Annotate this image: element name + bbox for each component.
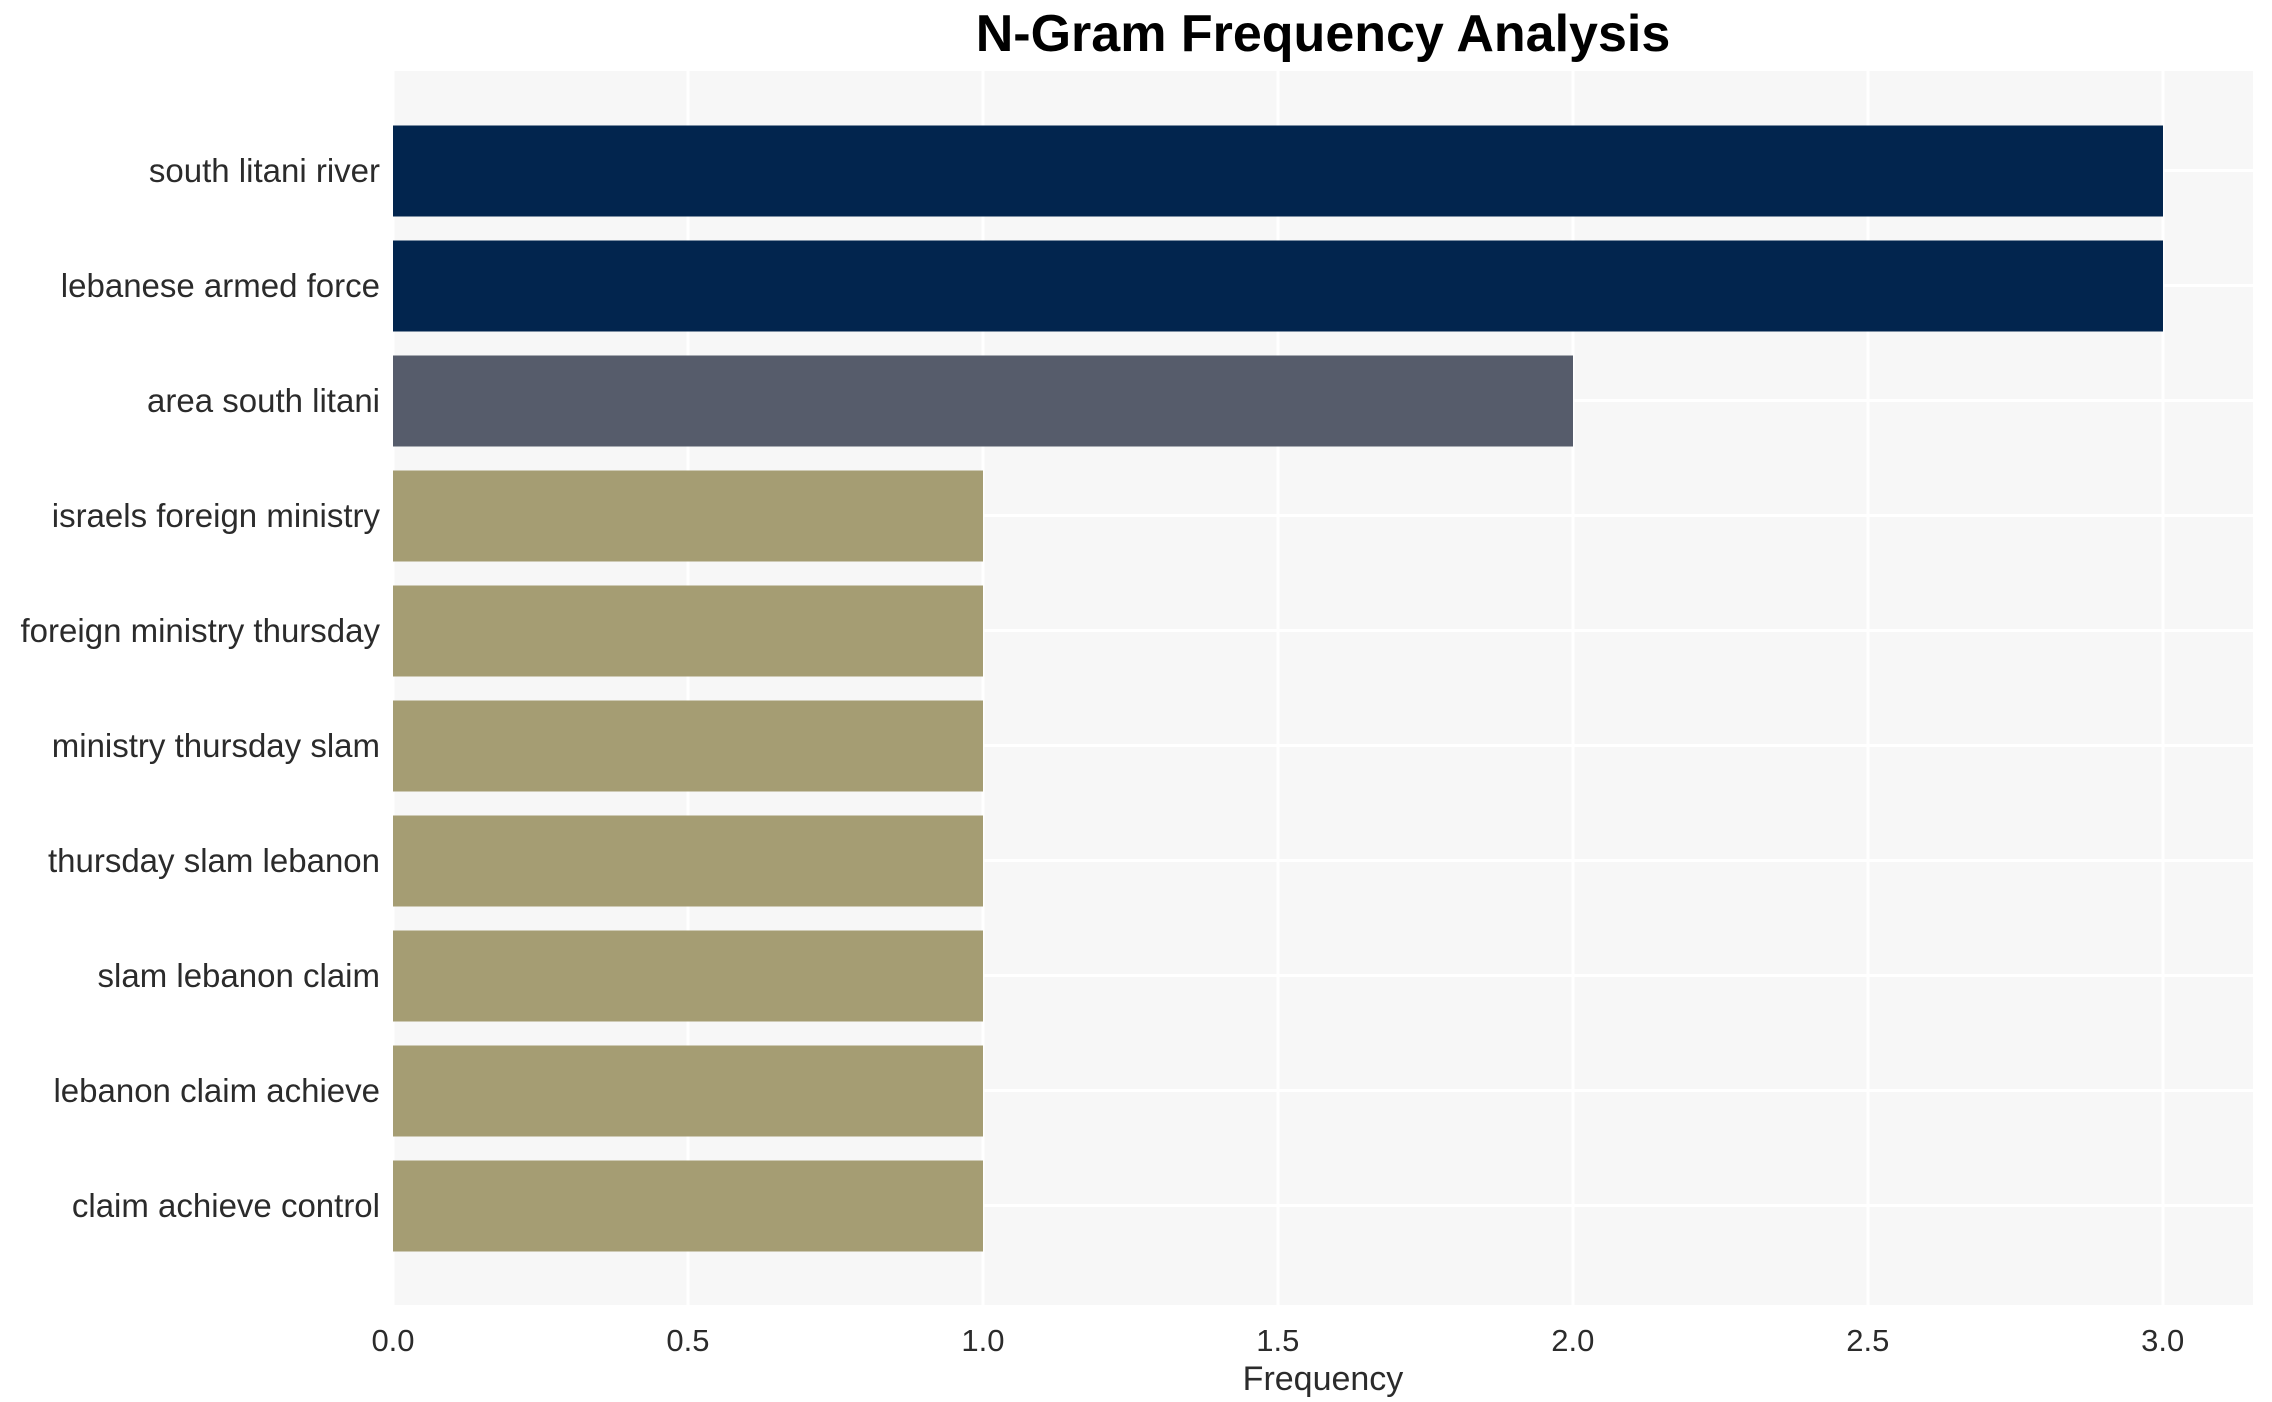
bar-row <box>393 228 2253 343</box>
bar-row <box>393 113 2253 228</box>
x-tick-label: 1.0 <box>961 1323 1005 1358</box>
bar-row <box>393 573 2253 688</box>
x-tick-label: 2.5 <box>1846 1323 1890 1358</box>
bar <box>393 700 983 791</box>
y-tick-label: israels foreign ministry <box>51 497 380 534</box>
gridline-x <box>1571 71 1575 1305</box>
bar <box>393 125 2163 216</box>
gridline-x <box>2161 71 2165 1305</box>
y-tick-row: lebanon claim achieve <box>0 1033 380 1148</box>
y-tick-row: south litani river <box>0 113 380 228</box>
y-tick-label: ministry thursday slam <box>51 727 380 764</box>
gridline-y <box>393 629 2253 632</box>
gridline-x <box>1276 71 1280 1305</box>
bar <box>393 585 983 676</box>
y-tick-row: thursday slam lebanon <box>0 803 380 918</box>
chart-title: N-Gram Frequency Analysis <box>975 5 1671 63</box>
gridline-y <box>393 1089 2253 1092</box>
y-tick-row: ministry thursday slam <box>0 688 380 803</box>
bar-row <box>393 343 2253 458</box>
bar <box>393 930 983 1021</box>
y-tick-row: slam lebanon claim <box>0 918 380 1033</box>
x-tick-label: 0.5 <box>666 1323 710 1358</box>
gridline-x <box>981 71 985 1305</box>
x-tick-label: 3.0 <box>2141 1323 2185 1358</box>
y-tick-label: area south litani <box>147 382 380 419</box>
bar-row <box>393 458 2253 573</box>
bar-row <box>393 803 2253 918</box>
bar-row <box>393 1033 2253 1148</box>
y-tick-label: lebanon claim achieve <box>53 1072 380 1109</box>
gridline-y <box>393 744 2253 747</box>
bar <box>393 470 983 561</box>
x-axis-ticks: 0.0 0.5 1.0 1.5 2.0 2.5 3.0 <box>371 1322 2253 1364</box>
gridline-y <box>393 974 2253 977</box>
y-tick-row: claim achieve control <box>0 1148 380 1263</box>
bar <box>393 355 1573 446</box>
y-tick-label: south litani river <box>148 152 380 189</box>
bar-row <box>393 918 2253 1033</box>
plot-area <box>391 71 2253 1305</box>
x-tick-label: 0.0 <box>371 1323 415 1358</box>
y-tick-row: foreign ministry thursday <box>0 573 380 688</box>
bar-row <box>393 688 2253 803</box>
y-tick-label: foreign ministry thursday <box>20 612 380 649</box>
gridline-y <box>393 514 2253 517</box>
gridline-x <box>686 71 690 1305</box>
bar-row <box>393 1148 2253 1263</box>
bar <box>393 1160 983 1251</box>
y-tick-row: area south litani <box>0 343 380 458</box>
bar <box>393 240 2163 331</box>
y-tick-label: claim achieve control <box>71 1187 380 1224</box>
gridline-y <box>393 859 2253 862</box>
y-tick-row: israels foreign ministry <box>0 458 380 573</box>
x-tick-label: 2.0 <box>1551 1323 1595 1358</box>
y-tick-label: thursday slam lebanon <box>47 842 380 879</box>
gridline-x <box>1866 71 1870 1305</box>
y-tick-label: lebanese armed force <box>60 267 380 304</box>
y-axis-labels: south litani river lebanese armed force ar… <box>0 71 380 1305</box>
bar-rows <box>393 71 2253 1305</box>
gridline-x <box>391 71 395 1305</box>
x-axis-label: Frequency <box>1242 1360 1404 1398</box>
bar <box>393 1045 983 1136</box>
y-tick-row: lebanese armed force <box>0 228 380 343</box>
x-tick-label: 1.5 <box>1256 1323 1300 1358</box>
y-tick-label: slam lebanon claim <box>97 957 380 994</box>
bar <box>393 815 983 906</box>
gridline-y <box>393 1204 2253 1207</box>
